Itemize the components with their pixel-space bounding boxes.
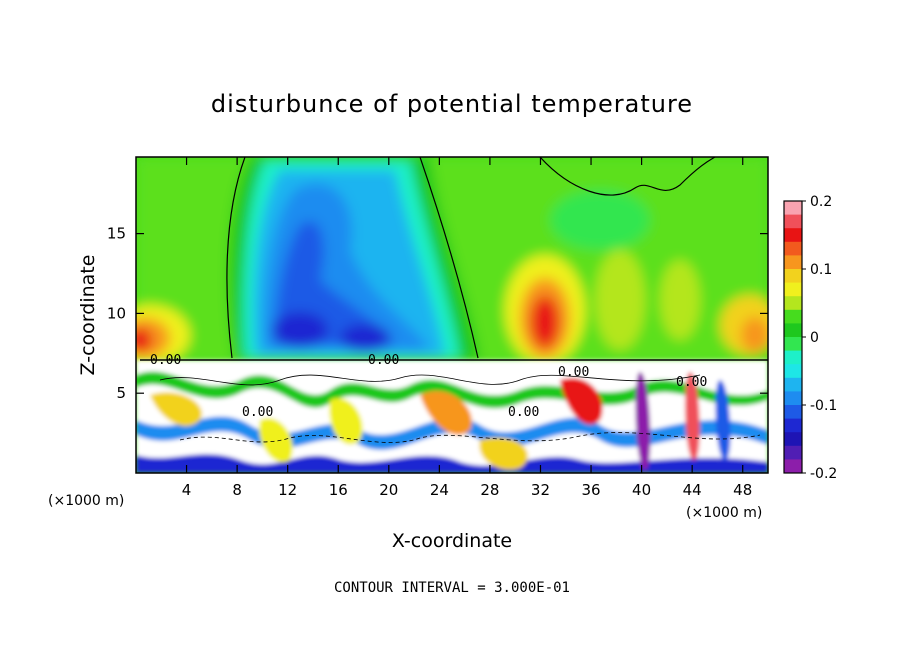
x-tick-label: 20 [379,481,398,499]
x-tick-label: 24 [430,481,449,499]
x-tick-label: 40 [632,481,651,499]
x-tick-label: 16 [329,481,348,499]
y-tick-label: 10 [107,304,126,322]
colorbar-swatch [784,201,802,216]
colorbar-swatch [784,350,802,365]
colorbar-swatch [784,364,802,379]
contour-interval-footer: CONTOUR INTERVAL = 3.000E-01 [334,580,570,596]
y-axis: 5 10 15 [107,225,768,402]
colorbar-swatch [784,241,802,256]
x-tick-label: 12 [278,481,297,499]
x-axis: 4 8 12 16 20 24 28 32 36 40 44 48 [182,157,752,499]
upper-field [136,157,768,365]
colorbar-tick-label: -0.2 [810,466,837,482]
contour-label: 0.00 [150,353,181,368]
x-tick-label: 32 [531,481,550,499]
colorbar-swatch [784,377,802,392]
plot-frame [135,156,769,474]
colorbar-swatch [784,296,802,311]
contour-label: 0.00 [558,365,589,380]
colorbar-swatch [784,269,802,284]
x-tick-label: 28 [480,481,499,499]
contour-label: 0.00 [508,405,539,420]
colorbar-tick-label: 0.1 [810,262,832,278]
y-tick-label: 5 [116,384,126,402]
y-axis-label: Z-coordinate [77,255,99,376]
colorbar-swatch [784,445,802,460]
plot-area: 0.00 0.00 0.00 0.00 0.00 0.00 [136,157,768,473]
colorbar-ticks: 0.2 0.1 0 -0.1 -0.2 [802,194,837,482]
colorbar-swatch [784,432,802,447]
colorbar-swatch [784,459,802,474]
colorbar-swatch [784,418,802,433]
colorbar-tick-label: 0 [810,330,819,346]
colorbar-swatch [784,405,802,420]
contour-label: 0.00 [368,353,399,368]
colorbar-swatch [784,337,802,352]
x-tick-label: 44 [683,481,702,499]
chart-title: disturbunce of potential temperature [211,90,693,118]
x-axis-label: X-coordinate [392,530,512,552]
colorbar-swatch [784,309,802,324]
contour-label-group: 0.00 0.00 0.00 0.00 0.00 0.00 [150,353,707,420]
x-tick-label: 8 [232,481,242,499]
lower-field [136,360,768,473]
contour-lines [140,157,768,443]
x-tick-label: 48 [733,481,752,499]
colorbar-swatch [784,214,802,229]
colorbar-swatch [784,282,802,297]
colorbar-tick-label: 0.2 [810,194,832,210]
colorbar-swatch [784,323,802,338]
colorbar [783,200,803,474]
x-unit-right: (×1000 m) [686,505,762,521]
y-tick-label: 15 [107,225,126,243]
colorbar-swatch [784,228,802,243]
x-unit-left: (×1000 m) [48,493,124,509]
x-tick-label: 36 [581,481,600,499]
colorbar-swatch [784,391,802,406]
contour-label: 0.00 [242,405,273,420]
contour-label: 0.00 [676,375,707,390]
x-tick-label: 4 [182,481,192,499]
colorbar-tick-label: -0.1 [810,398,837,414]
colorbar-swatch [784,255,802,270]
